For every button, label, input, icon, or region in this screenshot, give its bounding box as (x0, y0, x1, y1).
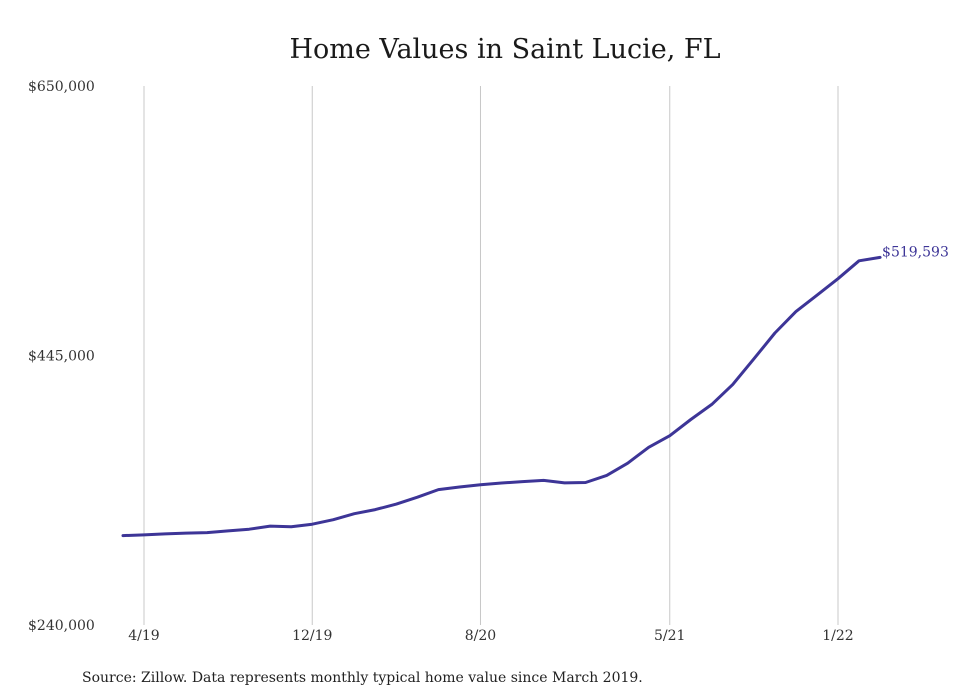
data-point-3 (185, 532, 188, 535)
series-line-0 (121, 255, 882, 538)
x-tick-label-0: 4/19 (128, 628, 159, 644)
data-point-31 (773, 332, 776, 335)
data-point-4 (206, 531, 209, 534)
data-point-18 (500, 482, 503, 485)
data-point-25 (647, 446, 650, 449)
grid-lines (143, 86, 839, 625)
end-value-label: $519,593 (882, 244, 949, 260)
data-point-2 (164, 532, 167, 535)
data-point-7 (269, 525, 272, 528)
data-point-20 (542, 479, 545, 482)
data-point-19 (521, 480, 524, 483)
data-point-29 (731, 383, 734, 386)
data-point-21 (563, 481, 566, 484)
x-tick-label-3: 5/21 (654, 628, 685, 644)
data-point-35 (858, 259, 861, 262)
data-point-0 (122, 534, 125, 537)
y-tick-label-2: $240,000 (28, 618, 95, 634)
y-axis-ticks: $650,000 $445,000 $240,000 (28, 79, 95, 634)
data-point-17 (479, 483, 482, 486)
chart-title: Home Values in Saint Lucie, FL (289, 34, 720, 65)
data-point-16 (458, 486, 461, 489)
data-point-26 (668, 434, 671, 437)
data-point-1 (143, 533, 146, 536)
x-tick-label-1: 12/19 (292, 628, 332, 644)
data-point-13 (395, 503, 398, 506)
data-point-23 (605, 474, 608, 477)
data-point-24 (626, 462, 629, 465)
data-point-10 (332, 518, 335, 521)
data-point-9 (311, 523, 314, 526)
series-layer: $519,593 (121, 244, 949, 538)
data-point-11 (353, 512, 356, 515)
data-point-14 (416, 496, 419, 499)
x-tick-label-2: 8/20 (465, 628, 496, 644)
x-tick-label-4: 1/22 (822, 628, 853, 644)
data-point-22 (584, 481, 587, 484)
data-point-8 (290, 525, 293, 528)
data-point-12 (374, 508, 377, 511)
data-point-33 (816, 294, 819, 297)
data-point-28 (710, 403, 713, 406)
data-point-32 (794, 310, 797, 313)
data-point-6 (248, 528, 251, 531)
x-axis-ticks: 4/19 12/19 8/20 5/21 1/22 (128, 628, 853, 644)
source-note: Source: Zillow. Data represents monthly … (82, 670, 643, 686)
data-point-27 (689, 418, 692, 421)
data-point-15 (437, 488, 440, 491)
data-point-34 (837, 277, 840, 280)
y-tick-label-0: $650,000 (28, 79, 95, 95)
data-point-5 (227, 529, 230, 532)
data-point-30 (752, 357, 755, 360)
y-tick-label-1: $445,000 (28, 349, 95, 365)
